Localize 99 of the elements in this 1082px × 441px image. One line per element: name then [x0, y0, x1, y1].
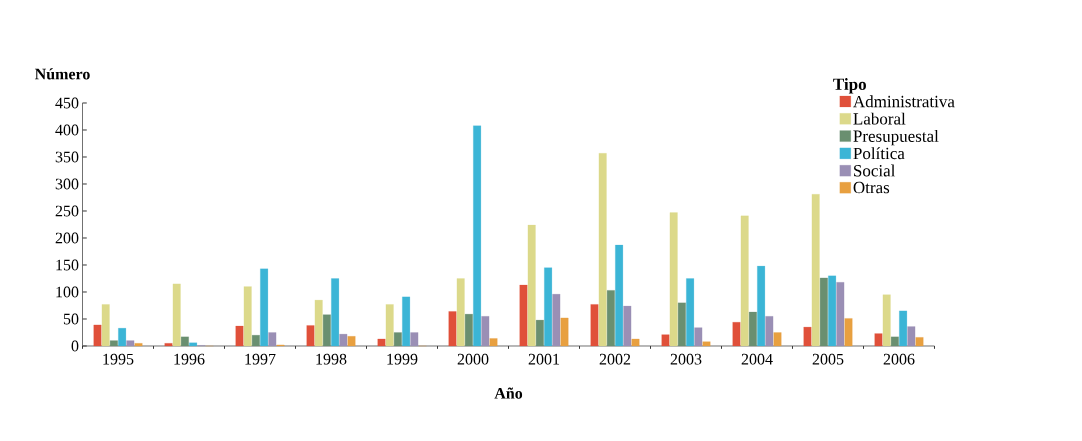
y-tick-label: 50	[63, 313, 79, 325]
legend-label: Social	[854, 164, 896, 177]
legend-title: Tipo	[833, 78, 866, 94]
bar	[268, 332, 277, 347]
y-tick-label: 100	[56, 286, 79, 298]
x-tick-label: 1995	[103, 353, 134, 365]
bar	[118, 328, 127, 347]
legend-label: Laboral	[853, 112, 906, 125]
x-tick-label: 1999	[387, 353, 418, 365]
bar	[126, 340, 135, 347]
bar	[260, 268, 269, 347]
y-axis-title: Número	[34, 68, 90, 80]
bar	[631, 338, 640, 347]
bar	[385, 304, 394, 347]
bar	[489, 338, 498, 347]
bar	[661, 334, 670, 347]
y-tick-label: 450	[55, 97, 79, 109]
bar	[686, 278, 694, 347]
bar	[732, 322, 741, 347]
bar	[473, 125, 482, 347]
x-tick-label: 2004	[741, 353, 773, 365]
bar	[882, 294, 891, 347]
bar	[339, 334, 348, 347]
bar	[607, 290, 615, 347]
bar	[694, 327, 703, 347]
bar	[891, 336, 899, 347]
bar	[740, 215, 749, 347]
x-axis-title: Año	[494, 387, 523, 399]
x-tick-label: 2000	[457, 353, 489, 365]
y-tick-label: 250	[55, 205, 79, 217]
bar	[615, 244, 623, 347]
bar	[527, 224, 536, 347]
legend-label: Política	[853, 147, 905, 160]
bar	[164, 343, 173, 347]
x-tick-label: 2001	[528, 353, 560, 365]
bar	[456, 278, 465, 347]
x-tick-label: 1997	[245, 353, 276, 365]
bar	[836, 282, 845, 347]
bar	[828, 275, 836, 347]
bar	[314, 299, 323, 347]
bar	[189, 342, 198, 347]
bar	[402, 296, 411, 347]
y-tick-label: 0	[71, 340, 79, 352]
x-tick-label: 2006	[883, 353, 915, 365]
y-tick-label: 200	[55, 232, 79, 244]
bar	[347, 336, 356, 347]
x-tick-label: 2003	[670, 353, 702, 365]
bar	[172, 283, 181, 347]
bar	[93, 324, 102, 347]
bar	[243, 286, 252, 347]
bar	[590, 304, 599, 347]
y-tick-label: 150	[56, 259, 79, 271]
y-tick-label: 350	[55, 151, 79, 163]
bar	[757, 265, 765, 347]
bar	[803, 326, 812, 347]
legend-label: Administrativa	[853, 95, 955, 108]
x-tick-label: 2005	[812, 353, 844, 365]
bar	[552, 294, 561, 347]
x-tick-label: 1996	[174, 353, 205, 365]
x-tick-label: 1998	[316, 353, 347, 365]
bar	[907, 326, 916, 347]
bar	[377, 338, 386, 347]
bar	[544, 267, 552, 347]
bar	[306, 325, 315, 347]
x-tick-label: 2002	[599, 353, 631, 365]
bar	[678, 302, 686, 347]
bar	[410, 332, 419, 347]
bar	[773, 332, 782, 347]
bar	[899, 310, 907, 347]
bar	[465, 314, 473, 347]
bar	[519, 284, 528, 347]
legend-label: Otras	[853, 181, 890, 194]
bar	[181, 336, 189, 347]
y-tick-label: 400	[55, 124, 79, 136]
bar	[235, 325, 244, 347]
bar	[560, 317, 569, 347]
bar	[134, 343, 143, 347]
bar	[598, 153, 607, 347]
y-tick-label: 300	[55, 178, 79, 190]
bar	[749, 311, 757, 347]
bar	[669, 212, 678, 347]
bar	[110, 340, 118, 347]
bar	[915, 337, 924, 347]
bar	[323, 314, 331, 347]
bar	[394, 332, 402, 347]
bar	[623, 305, 632, 347]
legend-label: Presupuestal	[853, 129, 939, 146]
bar	[481, 316, 490, 347]
bar	[101, 304, 110, 347]
bar	[820, 277, 828, 347]
bar	[811, 194, 820, 347]
bar	[331, 278, 340, 347]
bar	[536, 319, 544, 347]
bar	[874, 333, 883, 347]
bar	[765, 316, 774, 347]
bar	[448, 311, 457, 347]
bar	[702, 341, 711, 347]
bar	[844, 318, 853, 347]
bar	[252, 335, 260, 347]
